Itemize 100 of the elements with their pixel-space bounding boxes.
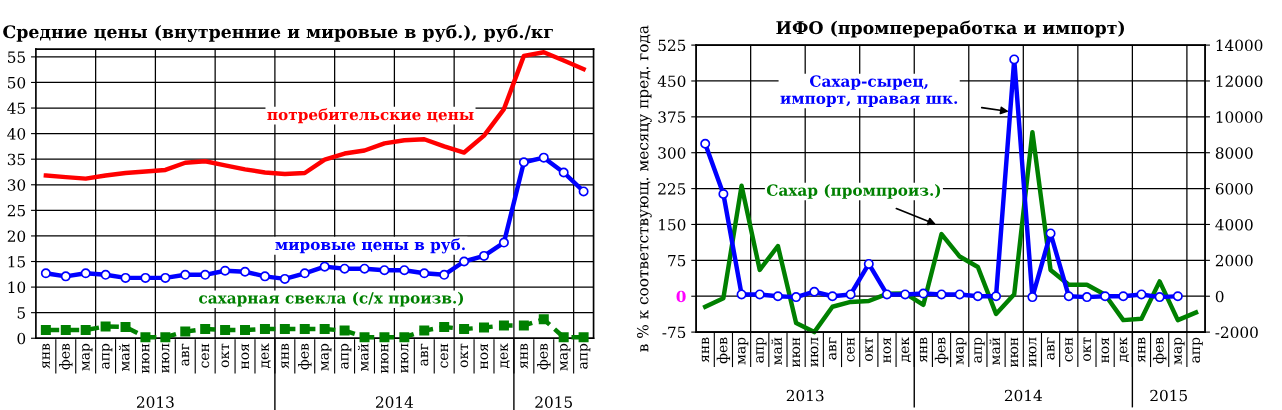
- x-tick-label: мар: [1174, 337, 1185, 365]
- x-tick-label: ноя: [480, 343, 489, 370]
- x-tick-label: мар: [321, 343, 332, 371]
- y-tick-label: 55: [8, 51, 25, 63]
- y-tick-label: 30: [7, 179, 26, 191]
- series-label: Сахар (промпроиз.): [766, 184, 941, 199]
- x-tick-label: июн: [141, 343, 150, 374]
- x-tick-label: апр: [1192, 337, 1203, 363]
- x-tick-label: май: [771, 337, 782, 365]
- y-tick-label: 35: [7, 153, 25, 166]
- y-tick-label: 20: [7, 230, 26, 242]
- text: 2013: [136, 396, 174, 408]
- x-tick-label: мар: [560, 343, 571, 371]
- x-tick-label: мар: [956, 337, 967, 365]
- y-tick-label: 525: [658, 39, 686, 52]
- y2-tick-label: 12000: [1216, 75, 1263, 87]
- text: 2015: [535, 396, 572, 408]
- y-tick-label: 75: [668, 255, 686, 267]
- x-tick-label: сен: [440, 343, 449, 368]
- y-tick-label: 225: [658, 183, 686, 195]
- x-tick-label: окт: [1083, 337, 1091, 361]
- x-tick-label: дек: [500, 343, 510, 369]
- y2-tick-label: 4000: [1215, 218, 1253, 231]
- x-tick-label: янв: [520, 343, 528, 369]
- x-tick-label: июл: [161, 343, 170, 373]
- x-tick-label: фев: [934, 337, 949, 364]
- y2-tick-label: -2000: [1215, 326, 1258, 339]
- y-tick-label: 450: [657, 75, 686, 87]
- text: 2013: [786, 389, 824, 402]
- x-tick-label: апр: [341, 343, 352, 369]
- y-tick-label: 150: [659, 218, 686, 231]
- y-tick-label: 300: [658, 147, 686, 159]
- y-tick-label: 375: [658, 111, 686, 123]
- x-tick-label: дек: [1119, 337, 1130, 362]
- x-tick-label: апр: [756, 337, 767, 363]
- text: 2014: [375, 396, 414, 408]
- x-tick-label: янв: [1138, 337, 1146, 363]
- x-tick-label: апр: [580, 343, 591, 369]
- series-label: сахарная свекла (с/х произв.): [199, 291, 464, 307]
- x-tick-label: мар: [82, 343, 93, 371]
- x-tick-label: май: [118, 343, 130, 371]
- x-tick-label: фев: [59, 343, 73, 370]
- y-tick-label: 0: [676, 290, 686, 303]
- y-axis-title: в % к соответствующ. месяцу пред. года: [636, 25, 652, 352]
- x-tick-label: фев: [298, 343, 312, 370]
- x-tick-label: мар: [737, 337, 749, 365]
- x-tick-label: окт: [865, 337, 873, 361]
- x-tick-label: июн: [792, 337, 801, 368]
- x-tick-label: июл: [1028, 337, 1037, 367]
- x-tick-label: авг: [181, 343, 190, 366]
- y2-tick-label: 14000: [1216, 39, 1263, 52]
- text: Сахар-сырец, импорт, правая шк.: [780, 75, 958, 107]
- x-tick-label: янв: [281, 343, 289, 369]
- x-tick-label: апр: [102, 343, 113, 369]
- x-tick-label: авг: [420, 343, 429, 366]
- x-tick-label: сен: [1065, 337, 1073, 362]
- x-tick-label: май: [989, 337, 1001, 365]
- x-tick-label: сен: [201, 343, 210, 368]
- y2-tick-label: 6000: [1215, 183, 1253, 195]
- y-tick-label: -75: [662, 326, 686, 339]
- series-label: мировые цены в руб.: [275, 238, 465, 254]
- x-tick-label: фев: [1152, 337, 1167, 364]
- x-tick-label: ноя: [883, 337, 892, 363]
- x-tick-label: окт: [221, 343, 230, 368]
- x-tick-label: ноя: [1101, 337, 1110, 363]
- y-tick-label: 40: [7, 128, 26, 140]
- y-tick-label: 10: [8, 281, 26, 294]
- x-tick-label: июн: [380, 343, 389, 374]
- text: 2015: [1150, 389, 1187, 402]
- chart-title: ИФО (промпереработка и импорт): [776, 20, 1125, 38]
- x-tick-label: июн: [1010, 337, 1019, 368]
- x-tick-label: авг: [828, 337, 837, 360]
- text: 2014: [1004, 389, 1042, 402]
- x-tick-label: дек: [901, 337, 911, 362]
- x-tick-label: янв: [42, 343, 50, 369]
- x-tick-label: фев: [716, 337, 731, 364]
- y-tick-label: 0: [17, 332, 26, 345]
- y2-tick-label: 8000: [1215, 147, 1253, 159]
- y2-tick-label: 10000: [1216, 111, 1263, 123]
- x-tick-label: ноя: [241, 343, 250, 370]
- x-tick-label: окт: [460, 343, 469, 368]
- y-tick-label: 5: [17, 307, 25, 319]
- series-label: потребительские цены: [267, 108, 474, 124]
- x-tick-label: дек: [261, 343, 271, 369]
- y2-tick-label: 0: [1215, 290, 1224, 303]
- y-tick-label: 45: [7, 102, 25, 115]
- x-tick-label: фев: [537, 343, 551, 370]
- x-tick-label: май: [357, 343, 369, 371]
- x-tick-label: янв: [701, 337, 710, 363]
- y-tick-label: 15: [8, 255, 25, 268]
- x-tick-label: апр: [974, 337, 985, 363]
- y-tick-label: 25: [7, 204, 25, 217]
- chart-title: Средние цены (внутренние и мировые в руб.), руб./кг: [3, 24, 553, 42]
- x-tick-label: сен: [847, 337, 855, 362]
- y2-tick-label: 2000: [1215, 254, 1253, 267]
- x-tick-label: авг: [1047, 337, 1055, 360]
- x-tick-label: июл: [400, 343, 409, 373]
- y-tick-label: 50: [8, 76, 26, 89]
- x-tick-label: июл: [810, 337, 819, 367]
- x-tick-label: янв: [919, 337, 928, 363]
